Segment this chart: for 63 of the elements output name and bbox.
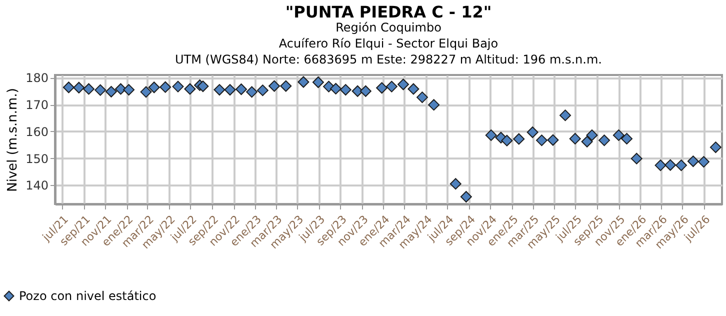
point xyxy=(298,76,310,88)
point xyxy=(184,83,196,95)
point xyxy=(236,84,247,95)
point xyxy=(513,133,525,145)
legend-label: Pozo con nivel estático xyxy=(19,289,156,303)
point xyxy=(94,84,106,96)
point xyxy=(360,85,372,97)
point xyxy=(280,80,292,92)
point xyxy=(664,159,676,171)
point xyxy=(501,134,513,146)
point xyxy=(148,82,160,94)
point xyxy=(560,110,572,122)
y-tick-label: 140 xyxy=(26,178,48,193)
point xyxy=(197,80,209,92)
point xyxy=(82,83,94,95)
point xyxy=(526,126,538,138)
point xyxy=(246,86,258,98)
point xyxy=(569,132,581,144)
y-axis-title: Nivel (m.s.n.m.) xyxy=(6,88,21,192)
point xyxy=(428,99,440,111)
point xyxy=(687,156,699,168)
y-tick-label: 170 xyxy=(26,98,48,112)
point xyxy=(654,160,666,172)
point xyxy=(398,78,410,90)
point xyxy=(123,84,135,96)
point xyxy=(256,84,268,96)
point xyxy=(460,191,472,202)
point xyxy=(160,81,172,93)
point xyxy=(698,156,710,168)
point xyxy=(581,136,593,148)
point xyxy=(268,80,280,92)
y-tick-label: 150 xyxy=(26,152,48,166)
point xyxy=(214,84,226,96)
point xyxy=(376,82,388,94)
point xyxy=(710,142,722,154)
point xyxy=(386,80,398,92)
point xyxy=(105,86,117,98)
point xyxy=(172,80,184,92)
point xyxy=(630,152,642,164)
point xyxy=(352,85,364,97)
y-tick-label: 180 xyxy=(26,71,48,86)
point xyxy=(330,82,342,94)
point xyxy=(416,92,428,104)
point xyxy=(224,84,236,96)
point xyxy=(114,83,126,95)
chart-title: "PUNTA PIEDRA C - 12" xyxy=(285,2,492,22)
point xyxy=(675,160,687,172)
point xyxy=(140,86,152,98)
point xyxy=(62,82,74,94)
point xyxy=(340,84,352,96)
point xyxy=(450,178,462,190)
point xyxy=(485,129,497,141)
point xyxy=(621,132,633,144)
point xyxy=(586,129,598,141)
point xyxy=(408,83,420,95)
point xyxy=(536,134,548,146)
point xyxy=(598,134,610,146)
point xyxy=(312,76,324,88)
y-tick-label: 160 xyxy=(26,124,48,139)
point xyxy=(73,82,85,94)
chart-subtitle: Región Coquimbo Acuífero Río Elqui - Sector Elqui Bajo UTM (WGS84) Norte: 6683695 m Este: 298227 m Altitud: 196 m.s.n.m. xyxy=(175,20,602,67)
point xyxy=(612,129,624,141)
point xyxy=(547,134,559,146)
